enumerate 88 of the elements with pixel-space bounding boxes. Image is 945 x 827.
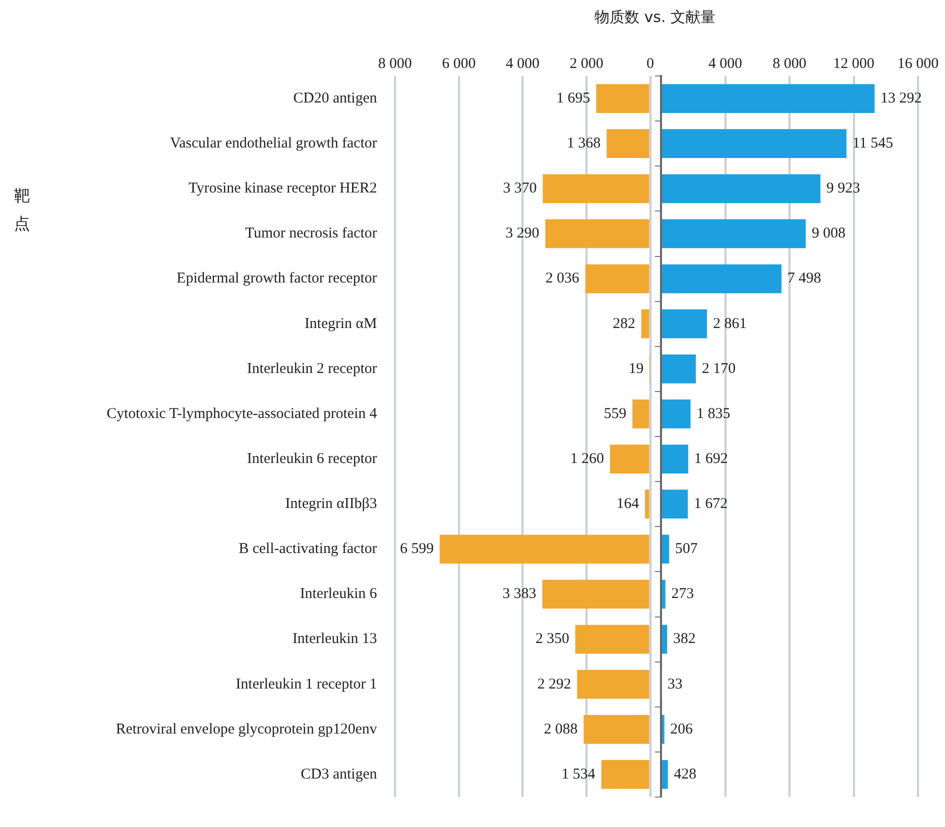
data-label: 2 861 — [712, 316, 747, 332]
bar — [662, 444, 688, 474]
y-tick-label: Integrin αIIbβ3 — [285, 496, 377, 512]
data-label: 9 008 — [812, 226, 846, 242]
data-label: 7 498 — [787, 270, 822, 287]
x-tick-label: 2 000 — [570, 56, 604, 72]
bar — [542, 174, 650, 204]
chart-title: 物质数 vs. 文献量 — [594, 8, 716, 27]
bar — [645, 490, 650, 519]
bar — [542, 580, 650, 609]
x-tick-label: 6 000 — [442, 56, 476, 72]
x-tick-label: 4 000 — [708, 56, 742, 72]
bar — [662, 264, 782, 294]
bar — [662, 354, 696, 384]
bar — [575, 624, 650, 654]
y-tick-label: Interleukin 2 receptor — [247, 360, 377, 377]
data-label: 507 — [675, 541, 698, 558]
bar — [662, 309, 707, 338]
y-tick-label: Epidermal growth factor receptor — [176, 270, 377, 287]
y-tick-label: Interleukin 1 receptor 1 — [236, 676, 377, 692]
data-label: 3 383 — [502, 586, 536, 602]
bar — [662, 760, 668, 789]
data-label: 273 — [671, 586, 694, 602]
bar — [662, 129, 846, 158]
data-label: 1 368 — [566, 136, 601, 152]
data-label: 559 — [604, 406, 626, 422]
data-label: 1 695 — [556, 90, 590, 106]
data-label: 2 292 — [537, 676, 572, 692]
bar — [577, 670, 650, 699]
y-tick-label: Tyrosine kinase receptor HER2 — [188, 180, 377, 197]
data-label: 33 — [668, 676, 683, 692]
data-label: 19 — [628, 360, 644, 377]
bar — [596, 84, 650, 113]
y-tick-label: Cytotoxic T-lymphocyte-associated protein 4 — [106, 406, 378, 422]
bar — [662, 580, 666, 609]
data-label: 382 — [673, 631, 696, 648]
x-tick-label: 4 000 — [506, 56, 540, 72]
x-tick-label: 8 000 — [378, 56, 412, 72]
y-tick-label: Interleukin 6 receptor — [247, 450, 377, 467]
bar — [632, 400, 650, 428]
y-tick-label: Integrin αM — [304, 316, 377, 332]
data-label: 1 835 — [696, 406, 730, 422]
data-label: 2 036 — [546, 270, 580, 287]
bar — [641, 309, 650, 338]
bar — [662, 534, 670, 564]
data-label: 11 545 — [852, 136, 894, 152]
data-label: 13 292 — [880, 90, 922, 106]
data-label: 3 290 — [506, 226, 540, 242]
x-tick-label: 8 000 — [772, 56, 806, 72]
data-label: 2 088 — [544, 721, 578, 738]
bar — [584, 714, 650, 744]
data-label: 2 350 — [536, 631, 570, 648]
y-tick-label: CD3 antigen — [300, 766, 378, 782]
data-label: 164 — [616, 496, 640, 512]
data-label: 206 — [670, 721, 694, 738]
y-tick-label: Retroviral envelope glycoprotein gp120env — [116, 721, 378, 738]
bar — [610, 444, 650, 474]
x-tick-label: 12 000 — [833, 56, 874, 72]
y-tick-label: Vascular endothelial growth factor — [170, 136, 377, 152]
bar — [585, 264, 650, 294]
y-tick-label: Interleukin 13 — [292, 631, 377, 648]
y-tick-label: Tumor necrosis factor — [245, 226, 377, 242]
data-label: 3 370 — [502, 180, 537, 197]
data-label: 6 599 — [400, 541, 434, 558]
y-tick-label: CD20 antigen — [293, 90, 378, 106]
bar — [662, 490, 688, 519]
bar — [662, 219, 806, 248]
bar — [601, 760, 650, 789]
bar — [662, 174, 820, 204]
data-label: 9 923 — [826, 180, 860, 197]
bar — [662, 624, 668, 654]
data-label: 1 260 — [570, 450, 604, 467]
bar — [440, 534, 650, 564]
y-tick-label: B cell-activating factor — [238, 541, 377, 558]
bar — [662, 400, 690, 428]
bar — [606, 129, 650, 158]
data-label: 1 692 — [694, 450, 728, 467]
data-label: 2 170 — [702, 360, 736, 377]
data-label: 428 — [674, 766, 696, 782]
x-tick-label: 16 000 — [897, 56, 939, 72]
x-tick-label: 0 — [646, 56, 654, 72]
bar — [662, 84, 875, 113]
data-label: 1 534 — [562, 766, 596, 782]
bar — [545, 219, 650, 248]
y-tick-label: Interleukin 6 — [300, 586, 378, 602]
data-label: 282 — [612, 316, 636, 332]
data-label: 1 672 — [694, 496, 728, 512]
y-axis-title: 靶点 — [14, 185, 31, 235]
